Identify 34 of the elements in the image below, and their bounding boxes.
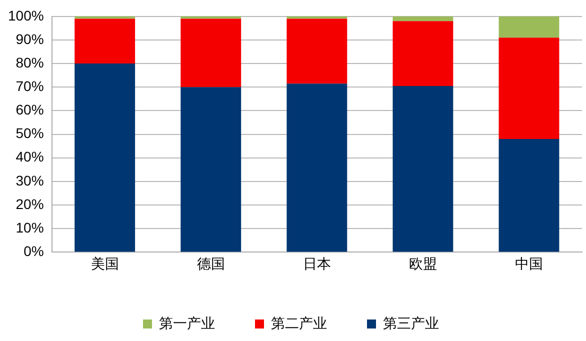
y-tick-label: 40% (16, 148, 44, 165)
y-tick-label: 50% (16, 125, 44, 142)
bar (498, 16, 560, 38)
bar (498, 139, 560, 252)
bar (180, 87, 242, 252)
bar (392, 86, 454, 252)
y-tick-label: 0% (24, 243, 44, 260)
x-tick-label: 中国 (514, 255, 543, 272)
y-tick-label: 80% (16, 54, 44, 70)
x-tick-label: 德国 (196, 255, 225, 272)
x-tick-label: 美国 (90, 255, 119, 272)
bar (74, 18, 136, 64)
bar (286, 84, 348, 252)
legend-label: 第二产业 (271, 314, 327, 331)
bar (392, 21, 454, 86)
bar (74, 16, 136, 19)
y-tick-label: 60% (16, 102, 44, 118)
bar (392, 16, 454, 22)
y-tick-label: 30% (16, 172, 44, 188)
bar (180, 16, 242, 19)
x-tick-label: 日本 (302, 255, 331, 272)
legend-label: 第一产业 (159, 314, 215, 331)
bar (74, 64, 136, 252)
legend-label: 第三产业 (383, 314, 439, 331)
y-tick-label: 90% (16, 30, 44, 47)
bar (498, 38, 560, 140)
bar (286, 16, 348, 19)
y-tick-label: 100% (8, 7, 44, 24)
x-tick-label: 欧盟 (408, 255, 437, 272)
y-tick-label: 70% (16, 78, 44, 94)
y-tick-label: 10% (16, 219, 44, 236)
bar (180, 18, 242, 88)
bar (286, 18, 348, 84)
y-tick-label: 20% (16, 196, 44, 212)
